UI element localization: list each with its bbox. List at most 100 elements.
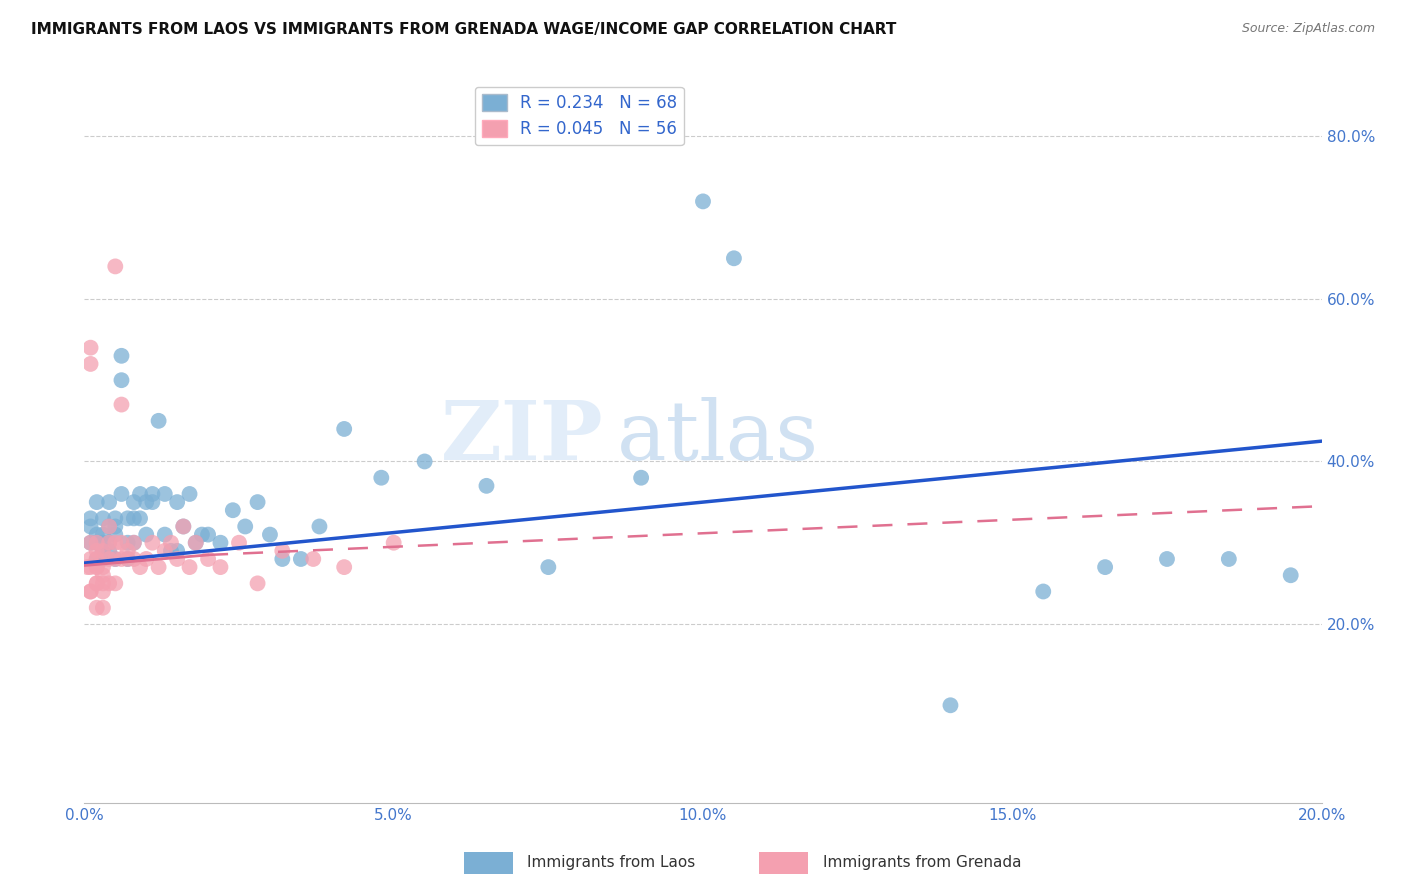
- Point: [110, 552, 132, 566]
- Point: [141, 495, 163, 509]
- Point: [104, 535, 127, 549]
- Point: [79, 341, 101, 355]
- Point: [110, 535, 132, 549]
- Point: [222, 503, 245, 517]
- Point: [117, 552, 139, 566]
- Point: [197, 527, 219, 541]
- Point: [110, 373, 132, 387]
- Point: [79, 519, 101, 533]
- Point: [172, 519, 194, 533]
- Point: [79, 552, 101, 566]
- Point: [153, 544, 176, 558]
- Point: [135, 495, 157, 509]
- Point: [122, 495, 145, 509]
- Point: [104, 519, 127, 533]
- Point: [104, 260, 127, 274]
- Point: [179, 560, 201, 574]
- Point: [98, 519, 121, 533]
- Point: [117, 535, 139, 549]
- Point: [98, 535, 121, 549]
- Point: [166, 552, 188, 566]
- Point: [333, 422, 356, 436]
- Point: [104, 527, 127, 541]
- Point: [122, 552, 145, 566]
- Point: [153, 487, 176, 501]
- Point: [723, 252, 745, 266]
- Point: [79, 511, 101, 525]
- Point: [148, 560, 170, 574]
- Point: [117, 511, 139, 525]
- Point: [86, 560, 108, 574]
- Point: [233, 519, 256, 533]
- Point: [104, 576, 127, 591]
- Point: [86, 576, 108, 591]
- Point: [91, 544, 114, 558]
- Point: [148, 414, 170, 428]
- Point: [122, 511, 145, 525]
- Point: [117, 552, 139, 566]
- Point: [86, 495, 108, 509]
- Point: [129, 487, 152, 501]
- Point: [475, 479, 498, 493]
- Point: [91, 552, 114, 566]
- Point: [246, 576, 269, 591]
- Point: [86, 535, 108, 549]
- Point: [98, 552, 121, 566]
- Point: [76, 560, 98, 574]
- Point: [129, 560, 152, 574]
- Point: [86, 552, 108, 566]
- Point: [1156, 552, 1178, 566]
- Text: Immigrants from Grenada: Immigrants from Grenada: [823, 855, 1021, 870]
- Point: [1094, 560, 1116, 574]
- Point: [104, 552, 127, 566]
- Text: ZIP: ZIP: [441, 397, 605, 477]
- Point: [79, 584, 101, 599]
- Point: [184, 535, 207, 549]
- Point: [104, 511, 127, 525]
- Point: [91, 584, 114, 599]
- Point: [110, 398, 132, 412]
- Point: [333, 560, 356, 574]
- Point: [259, 527, 281, 541]
- Point: [1032, 584, 1054, 599]
- Point: [86, 560, 108, 574]
- Point: [98, 544, 121, 558]
- Point: [692, 194, 714, 209]
- Point: [91, 535, 114, 549]
- Point: [86, 600, 108, 615]
- Point: [104, 552, 127, 566]
- Point: [246, 495, 269, 509]
- Point: [166, 495, 188, 509]
- Point: [86, 544, 108, 558]
- Point: [228, 535, 250, 549]
- Point: [86, 552, 108, 566]
- Point: [79, 535, 101, 549]
- Text: atlas: atlas: [616, 397, 818, 477]
- Point: [79, 357, 101, 371]
- Point: [382, 535, 405, 549]
- Point: [91, 600, 114, 615]
- Point: [191, 527, 214, 541]
- Text: Source: ZipAtlas.com: Source: ZipAtlas.com: [1241, 22, 1375, 36]
- Point: [79, 560, 101, 574]
- Text: IMMIGRANTS FROM LAOS VS IMMIGRANTS FROM GRENADA WAGE/INCOME GAP CORRELATION CHAR: IMMIGRANTS FROM LAOS VS IMMIGRANTS FROM …: [31, 22, 896, 37]
- Point: [98, 519, 121, 533]
- Point: [91, 511, 114, 525]
- Point: [271, 552, 294, 566]
- Text: Immigrants from Laos: Immigrants from Laos: [527, 855, 696, 870]
- Point: [172, 519, 194, 533]
- Point: [91, 576, 114, 591]
- Point: [117, 544, 139, 558]
- Point: [1218, 552, 1240, 566]
- Point: [98, 535, 121, 549]
- Point: [179, 487, 201, 501]
- Point: [110, 349, 132, 363]
- Point: [135, 527, 157, 541]
- Point: [98, 495, 121, 509]
- Point: [91, 544, 114, 558]
- Point: [209, 535, 232, 549]
- Point: [141, 487, 163, 501]
- Point: [98, 576, 121, 591]
- Point: [308, 519, 330, 533]
- Point: [86, 527, 108, 541]
